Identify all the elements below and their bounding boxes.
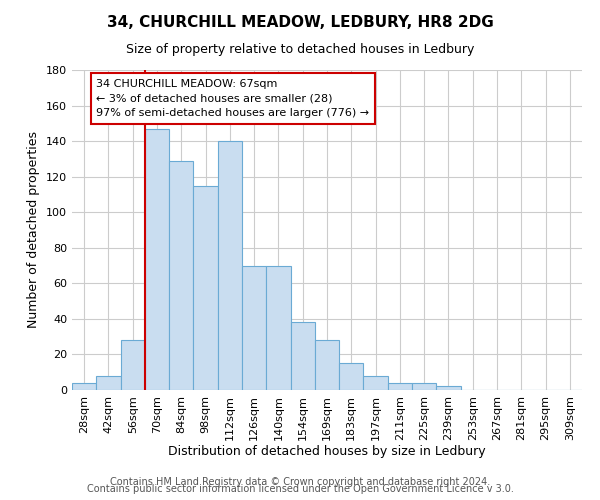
Bar <box>412 383 436 390</box>
Y-axis label: Number of detached properties: Number of detached properties <box>28 132 40 328</box>
Bar <box>169 160 193 390</box>
Bar <box>96 376 121 390</box>
Text: Contains HM Land Registry data © Crown copyright and database right 2024.: Contains HM Land Registry data © Crown c… <box>110 477 490 487</box>
Bar <box>193 186 218 390</box>
Bar <box>436 386 461 390</box>
Bar <box>72 383 96 390</box>
Bar <box>388 383 412 390</box>
Bar <box>364 376 388 390</box>
Bar <box>218 141 242 390</box>
Bar <box>266 266 290 390</box>
Text: 34, CHURCHILL MEADOW, LEDBURY, HR8 2DG: 34, CHURCHILL MEADOW, LEDBURY, HR8 2DG <box>107 15 493 30</box>
Bar <box>121 340 145 390</box>
Text: 34 CHURCHILL MEADOW: 67sqm
← 3% of detached houses are smaller (28)
97% of semi-: 34 CHURCHILL MEADOW: 67sqm ← 3% of detac… <box>96 79 370 118</box>
Bar <box>242 266 266 390</box>
Text: Contains public sector information licensed under the Open Government Licence v : Contains public sector information licen… <box>86 484 514 494</box>
Bar <box>315 340 339 390</box>
Bar <box>290 322 315 390</box>
X-axis label: Distribution of detached houses by size in Ledbury: Distribution of detached houses by size … <box>168 446 486 458</box>
Bar <box>145 128 169 390</box>
Text: Size of property relative to detached houses in Ledbury: Size of property relative to detached ho… <box>126 42 474 56</box>
Bar <box>339 364 364 390</box>
